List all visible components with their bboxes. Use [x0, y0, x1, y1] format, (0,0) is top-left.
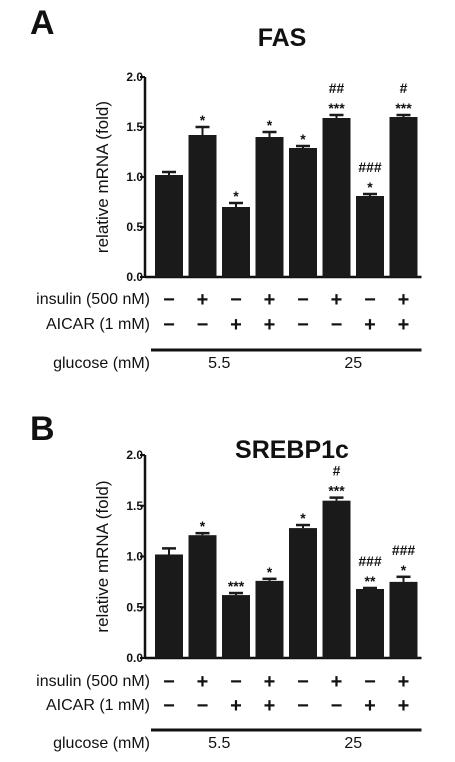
condition-sign: + — [331, 289, 343, 311]
bar — [389, 581, 418, 658]
y-tick-label: 0.5 — [126, 220, 143, 234]
significance-marker: # — [333, 463, 341, 479]
significance-marker: * — [367, 179, 373, 195]
bar — [289, 148, 317, 277]
significance-marker: * — [200, 112, 206, 128]
chart-title: FAS — [258, 24, 307, 52]
condition-sign: − — [163, 289, 175, 311]
bar — [389, 117, 418, 277]
condition-sign: + — [230, 314, 242, 336]
condition-sign: + — [398, 289, 410, 311]
significance-marker: * — [300, 131, 306, 147]
condition-sign: − — [331, 695, 343, 717]
bar — [356, 588, 384, 658]
condition-sign: + — [398, 671, 410, 693]
y-tick-label: 1.5 — [126, 499, 143, 513]
condition-sign: − — [364, 289, 376, 311]
condition-sign: + — [197, 671, 209, 693]
condition-sign: − — [197, 314, 209, 336]
significance-marker: *** — [328, 483, 345, 499]
condition-sign: − — [163, 314, 175, 336]
group-label: 25 — [344, 355, 362, 372]
bar — [188, 535, 217, 658]
bar — [322, 500, 351, 658]
condition-sign: − — [297, 289, 309, 311]
significance-marker: * — [401, 562, 407, 578]
group-label: 5.5 — [208, 355, 230, 372]
condition-row-label: AICAR (1 mM) — [46, 316, 150, 333]
y-tick-label: 1.5 — [126, 120, 143, 134]
bar — [222, 595, 250, 658]
condition-sign: − — [197, 695, 209, 717]
significance-marker: * — [300, 510, 306, 526]
condition-row-label: AICAR (1 mM) — [46, 697, 150, 714]
condition-sign: − — [297, 671, 309, 693]
significance-marker: *** — [228, 578, 245, 594]
significance-marker: # — [400, 80, 408, 96]
condition-sign: + — [230, 695, 242, 717]
condition-sign: + — [331, 671, 343, 693]
y-tick-label: 2.0 — [126, 70, 143, 84]
group-row-label: glucose (mM) — [53, 735, 150, 752]
condition-sign: − — [230, 671, 242, 693]
condition-sign: − — [297, 695, 309, 717]
y-tick-label: 1.0 — [126, 170, 143, 184]
condition-sign: − — [230, 289, 242, 311]
chart-title: SREBP1c — [235, 436, 349, 464]
significance-marker: * — [200, 518, 206, 534]
y-tick-label: 0.0 — [126, 270, 143, 284]
significance-marker: * — [267, 117, 273, 133]
condition-sign: − — [163, 671, 175, 693]
y-tick-label: 0.5 — [126, 600, 143, 614]
y-tick-label: 0.0 — [126, 651, 143, 665]
condition-row-label: insulin (500 nM) — [36, 291, 150, 308]
condition-row-label: insulin (500 nM) — [36, 673, 150, 690]
condition-sign: + — [264, 314, 276, 336]
bar — [255, 137, 284, 277]
condition-sign: + — [398, 695, 410, 717]
condition-sign: + — [364, 695, 376, 717]
y-axis-label: relative mRNA (fold) — [93, 101, 112, 253]
panel-letter: A — [30, 4, 55, 42]
condition-sign: + — [197, 289, 209, 311]
condition-sign: − — [297, 314, 309, 336]
panel-letter: B — [30, 410, 55, 448]
significance-marker: ### — [358, 159, 382, 175]
significance-marker: ## — [329, 80, 345, 96]
y-tick-label: 2.0 — [126, 448, 143, 462]
condition-sign: + — [264, 671, 276, 693]
group-label: 25 — [344, 735, 362, 752]
significance-marker: *** — [395, 100, 412, 116]
chart-panel-B: B SREBP1c relative mRNA (fold) 0.0 0.5 1.0 1.5… — [30, 410, 422, 752]
significance-marker: ** — [365, 573, 376, 589]
condition-sign: − — [364, 671, 376, 693]
condition-sign: + — [264, 289, 276, 311]
group-label: 5.5 — [208, 735, 230, 752]
condition-sign: + — [398, 314, 410, 336]
condition-sign: + — [264, 695, 276, 717]
condition-sign: − — [331, 314, 343, 336]
bar — [322, 118, 351, 277]
bar — [255, 580, 284, 658]
chart-panel-A: A FAS relative mRNA (fold) 0.0 0.5 1.0 1.5 2.0 *… — [30, 4, 422, 372]
significance-marker: *** — [328, 100, 345, 116]
bar — [356, 196, 384, 277]
significance-marker: ### — [358, 553, 382, 569]
bar — [188, 135, 217, 277]
y-tick-label: 1.0 — [126, 550, 143, 564]
significance-marker: * — [233, 188, 239, 204]
y-axis-label: relative mRNA (fold) — [93, 480, 112, 632]
bar — [222, 207, 250, 277]
condition-sign: + — [364, 314, 376, 336]
bar — [155, 175, 183, 277]
significance-marker: ### — [392, 542, 416, 558]
condition-sign: − — [163, 695, 175, 717]
significance-marker: * — [267, 564, 273, 580]
bar — [289, 528, 317, 658]
group-row-label: glucose (mM) — [53, 355, 150, 372]
bar — [155, 554, 183, 658]
